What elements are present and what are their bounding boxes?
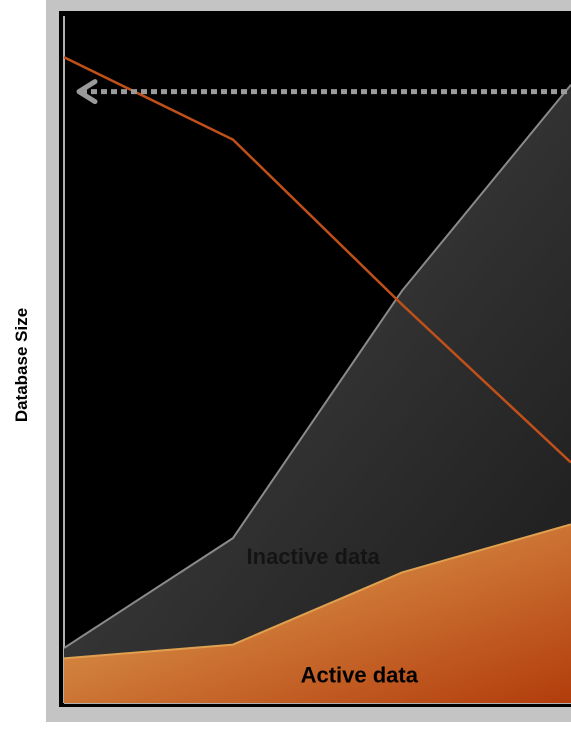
series-label-active: Active data [301, 662, 419, 687]
active-data-edge [63, 523, 571, 660]
area-chart: Inactive data Active data [63, 16, 571, 704]
series-label-inactive: Inactive data [247, 544, 381, 569]
plot-area: Inactive data Active data [59, 11, 571, 707]
y-axis-label: Database Size [12, 307, 31, 423]
trend-line [63, 56, 571, 464]
dashed-arrow-head [76, 79, 98, 105]
active-data-area [64, 524, 571, 703]
inactive-data-edge [63, 84, 571, 649]
